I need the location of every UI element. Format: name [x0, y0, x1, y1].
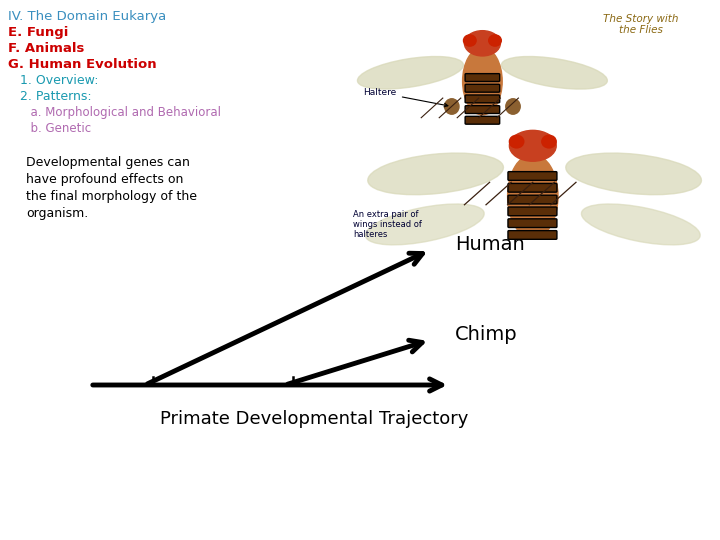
FancyBboxPatch shape [508, 184, 557, 192]
FancyBboxPatch shape [508, 219, 557, 227]
Ellipse shape [444, 99, 459, 114]
FancyBboxPatch shape [465, 116, 500, 124]
Text: b. Genetic: b. Genetic [8, 122, 91, 135]
Ellipse shape [464, 31, 500, 56]
Text: Chimp: Chimp [455, 326, 518, 345]
Text: Human: Human [455, 235, 525, 254]
Ellipse shape [489, 35, 501, 46]
FancyBboxPatch shape [465, 73, 500, 82]
Text: F. Animals: F. Animals [8, 42, 84, 55]
Ellipse shape [508, 154, 558, 239]
Text: Primate Developmental Trajectory: Primate Developmental Trajectory [160, 410, 469, 428]
Ellipse shape [501, 57, 608, 89]
Text: An extra pair of
wings instead of
halteres: An extra pair of wings instead of halter… [353, 210, 422, 239]
FancyBboxPatch shape [508, 195, 557, 204]
FancyBboxPatch shape [508, 231, 557, 239]
FancyBboxPatch shape [508, 172, 557, 180]
Text: The Story with
the Flies: The Story with the Flies [603, 14, 678, 36]
Ellipse shape [462, 48, 503, 115]
Ellipse shape [582, 204, 700, 245]
FancyBboxPatch shape [508, 207, 557, 215]
Ellipse shape [505, 99, 521, 114]
FancyBboxPatch shape [465, 106, 500, 113]
Text: G. Human Evolution: G. Human Evolution [8, 58, 157, 71]
Text: IV. The Domain Eukarya: IV. The Domain Eukarya [8, 10, 166, 23]
Text: Developmental genes can
have profound effects on
the final morphology of the
org: Developmental genes can have profound ef… [26, 156, 197, 220]
Ellipse shape [541, 135, 557, 148]
Text: E. Fungi: E. Fungi [8, 26, 68, 39]
Ellipse shape [510, 135, 524, 148]
Ellipse shape [357, 57, 464, 89]
Ellipse shape [368, 153, 503, 195]
Text: a. Morphological and Behavioral: a. Morphological and Behavioral [8, 106, 221, 119]
Text: 1. Overview:: 1. Overview: [8, 74, 99, 87]
FancyBboxPatch shape [465, 84, 500, 92]
Text: 2. Patterns:: 2. Patterns: [8, 90, 91, 103]
Ellipse shape [510, 130, 556, 161]
Ellipse shape [566, 153, 701, 195]
Text: Haltere: Haltere [364, 88, 448, 107]
FancyBboxPatch shape [465, 95, 500, 103]
Ellipse shape [464, 35, 476, 46]
Ellipse shape [366, 204, 484, 245]
